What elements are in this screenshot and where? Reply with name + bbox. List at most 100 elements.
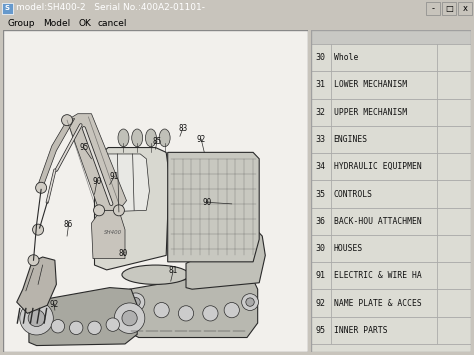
Circle shape — [178, 306, 193, 321]
Bar — [331, 153, 437, 180]
Bar — [311, 153, 471, 180]
Bar — [311, 126, 471, 153]
Text: Group: Group — [8, 18, 36, 27]
Text: OK: OK — [79, 18, 92, 27]
Bar — [331, 44, 437, 71]
Bar — [331, 262, 437, 289]
Text: 30: 30 — [316, 53, 326, 62]
Text: 92: 92 — [197, 135, 206, 144]
Text: 81: 81 — [169, 266, 178, 275]
Circle shape — [154, 302, 169, 318]
Bar — [311, 99, 331, 126]
Bar — [311, 289, 471, 317]
Circle shape — [127, 293, 145, 311]
Text: HOUSES: HOUSES — [334, 244, 363, 253]
Text: 95: 95 — [79, 143, 89, 152]
Text: 34: 34 — [316, 162, 326, 171]
Bar — [437, 208, 471, 235]
Bar — [311, 317, 331, 344]
Polygon shape — [186, 230, 265, 289]
Circle shape — [28, 255, 39, 266]
Bar — [437, 180, 471, 208]
Bar — [331, 235, 437, 262]
Circle shape — [20, 301, 53, 335]
Circle shape — [114, 303, 145, 333]
Text: LOWER MECHANISM: LOWER MECHANISM — [334, 81, 407, 89]
Text: HYDRAULIC EQUIPMEN: HYDRAULIC EQUIPMEN — [334, 162, 421, 171]
Text: ENGINES: ENGINES — [334, 135, 368, 144]
Bar — [311, 262, 331, 289]
Text: SH400: SH400 — [104, 230, 122, 235]
Bar — [311, 44, 331, 71]
Bar — [331, 208, 437, 235]
Circle shape — [33, 224, 44, 235]
Text: 36: 36 — [316, 217, 326, 226]
Bar — [311, 30, 471, 44]
Text: 32: 32 — [316, 108, 326, 117]
Polygon shape — [38, 119, 75, 188]
Text: CONTROLS: CONTROLS — [334, 190, 373, 198]
Text: NAME PLATE & ACCES: NAME PLATE & ACCES — [334, 299, 421, 307]
Circle shape — [203, 306, 218, 321]
Ellipse shape — [118, 129, 129, 147]
Text: 92: 92 — [50, 300, 59, 309]
Text: x: x — [463, 4, 467, 13]
Bar — [458, 2, 472, 15]
Bar — [311, 99, 471, 126]
Text: 83: 83 — [178, 124, 188, 133]
Bar — [331, 71, 437, 99]
Bar — [437, 235, 471, 262]
Polygon shape — [91, 210, 125, 259]
Text: 33: 33 — [316, 135, 326, 144]
Bar — [311, 180, 331, 208]
Bar — [437, 317, 471, 344]
Text: 95: 95 — [316, 326, 326, 335]
Bar — [437, 99, 471, 126]
Text: 91: 91 — [109, 172, 119, 181]
Text: 30: 30 — [316, 244, 326, 253]
Bar — [331, 99, 437, 126]
Circle shape — [70, 321, 83, 334]
Text: 31: 31 — [316, 81, 326, 89]
Circle shape — [36, 182, 46, 193]
Ellipse shape — [122, 265, 189, 284]
Circle shape — [242, 294, 258, 311]
Ellipse shape — [132, 129, 143, 147]
Polygon shape — [168, 152, 259, 262]
Text: Model: Model — [44, 18, 71, 27]
Circle shape — [62, 115, 73, 126]
Text: 35: 35 — [316, 190, 326, 198]
Bar — [311, 262, 471, 289]
Bar — [311, 180, 471, 208]
Bar — [311, 71, 331, 99]
Circle shape — [93, 205, 105, 216]
Text: □: □ — [445, 4, 453, 13]
Bar — [311, 317, 471, 344]
Polygon shape — [17, 257, 56, 313]
Circle shape — [51, 320, 64, 333]
Bar — [331, 289, 437, 317]
Text: 90: 90 — [92, 177, 101, 186]
Bar — [437, 71, 471, 99]
Bar — [437, 44, 471, 71]
Bar — [331, 317, 437, 344]
Bar — [311, 126, 331, 153]
Bar — [311, 235, 331, 262]
Text: ELECTRIC & WIRE HA: ELECTRIC & WIRE HA — [334, 271, 421, 280]
Text: 91: 91 — [316, 271, 326, 280]
Ellipse shape — [146, 129, 156, 147]
Circle shape — [88, 321, 101, 334]
Bar — [426, 2, 440, 15]
Text: 86: 86 — [64, 220, 73, 229]
Text: 80: 80 — [119, 249, 128, 258]
Bar — [437, 262, 471, 289]
Polygon shape — [94, 148, 169, 270]
Bar — [2, 3, 13, 14]
Bar — [311, 71, 471, 99]
Circle shape — [224, 302, 239, 318]
Circle shape — [28, 310, 45, 327]
Text: 90: 90 — [202, 198, 211, 207]
Bar — [331, 180, 437, 208]
Bar — [311, 208, 471, 235]
Circle shape — [113, 205, 124, 216]
